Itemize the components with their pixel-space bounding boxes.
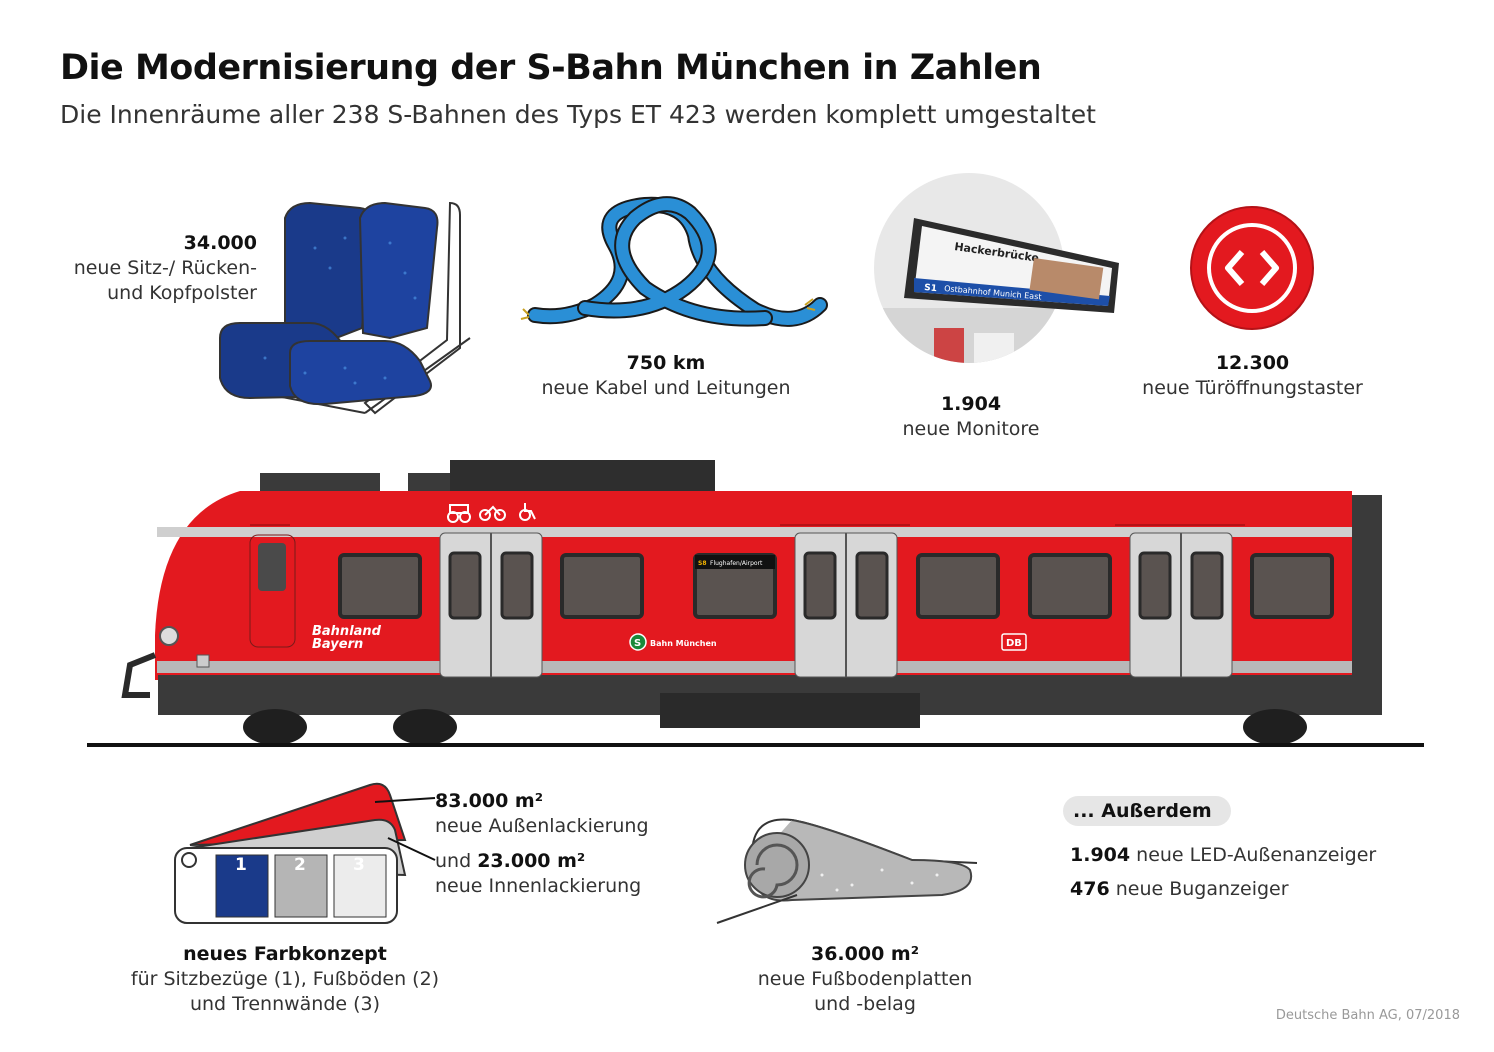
door-button-icon	[1190, 206, 1314, 330]
cable-icon	[520, 196, 828, 327]
credit-text: Deutsche Bahn AG, 07/2018	[1275, 1008, 1460, 1023]
train-brand-line1: Bahnland	[312, 624, 382, 639]
extras-item2-value: 476	[1070, 878, 1110, 900]
floor-roll-icon	[716, 818, 978, 924]
train-brand-line2: Bayern	[312, 637, 363, 652]
extras-item2: 476 neue Buganzeiger	[1070, 878, 1289, 900]
paint-line2: neue Innenlackierung	[435, 875, 642, 897]
extras-item1-text: neue LED-Außenanzeiger	[1136, 844, 1377, 866]
monitors-line1: neue Monitore	[902, 418, 1040, 440]
paint-swatch-icon	[174, 782, 436, 924]
cables-line1: neue Kabel und Leitungen	[541, 377, 791, 399]
paint-value1: 83.000 m²	[435, 790, 544, 812]
paint-prefix2: und	[435, 850, 472, 872]
monitors-stat: 1.904 neue Monitore	[876, 392, 1066, 442]
seats-line1: neue Sitz-/ Rücken-	[73, 257, 257, 279]
page-subtitle: Die Innenräume aller 238 S-Bahnen des Ty…	[60, 100, 1096, 129]
swatch-label-3: 3	[353, 855, 365, 875]
floor-value: 36.000 m²	[810, 943, 920, 965]
buttons-line1: neue Türöffnungstaster	[1142, 377, 1363, 399]
paint-line1: neue Außenlackierung	[435, 815, 649, 837]
seats-line2: und Kopfpolster	[107, 282, 257, 304]
paint-stat: 83.000 m² neue Außenlackierung und 23.00…	[435, 789, 665, 899]
colors-stat: neues Farbkonzept für Sitzbezüge (1), Fu…	[120, 942, 450, 1017]
swatch-label-2: 2	[294, 855, 306, 875]
train-display-text: Flughafen/Airport	[710, 560, 763, 567]
floor-line1: neue Fußbodenplatten	[757, 968, 973, 990]
seats-value: 34.000	[183, 232, 257, 254]
floor-stat: 36.000 m² neue Fußbodenplatten und -bela…	[745, 942, 985, 1017]
train-display-line: S8	[698, 560, 707, 567]
floor-line2: und -belag	[814, 993, 916, 1015]
colors-line1: für Sitzbezüge (1), Fußböden (2)	[130, 968, 440, 990]
extras-item2-text: neue Buganzeiger	[1115, 878, 1289, 900]
extras-item1: 1.904 neue LED-Außenanzeiger	[1070, 844, 1376, 866]
paint-value2: 23.000 m²	[477, 850, 586, 872]
buttons-stat: 12.300 neue Türöffnungstaster	[1120, 351, 1385, 401]
colors-value: neues Farbkonzept	[183, 943, 387, 965]
cables-stat: 750 km neue Kabel und Leitungen	[520, 351, 812, 401]
monitor-icon: Hackerbrücke S1 Ostbahnhof Munich East	[874, 173, 1119, 363]
seat-icon	[219, 201, 471, 415]
train-db-logo: DB	[1006, 638, 1022, 649]
train-sbahn-label: Bahn München	[650, 639, 717, 648]
monitor-line: S1	[924, 283, 938, 294]
swatch-label-1: 1	[235, 855, 247, 875]
train-illustration: Flughafen/Airport S8 Bahnland Bayern S B…	[121, 460, 1382, 745]
seats-stat: 34.000 neue Sitz-/ Rücken- und Kopfpolst…	[60, 231, 257, 306]
page-title: Die Modernisierung der S-Bahn München in…	[60, 48, 1042, 88]
track-rail	[87, 743, 1424, 747]
cables-value: 750 km	[626, 352, 706, 374]
extras-heading: ... Außerdem	[1063, 796, 1231, 826]
buttons-value: 12.300	[1215, 352, 1290, 374]
train-sbahn-logo: S	[634, 638, 641, 649]
colors-line2: und Trennwände (3)	[189, 993, 381, 1015]
extras-item1-value: 1.904	[1070, 844, 1131, 866]
monitors-value: 1.904	[940, 393, 1002, 415]
